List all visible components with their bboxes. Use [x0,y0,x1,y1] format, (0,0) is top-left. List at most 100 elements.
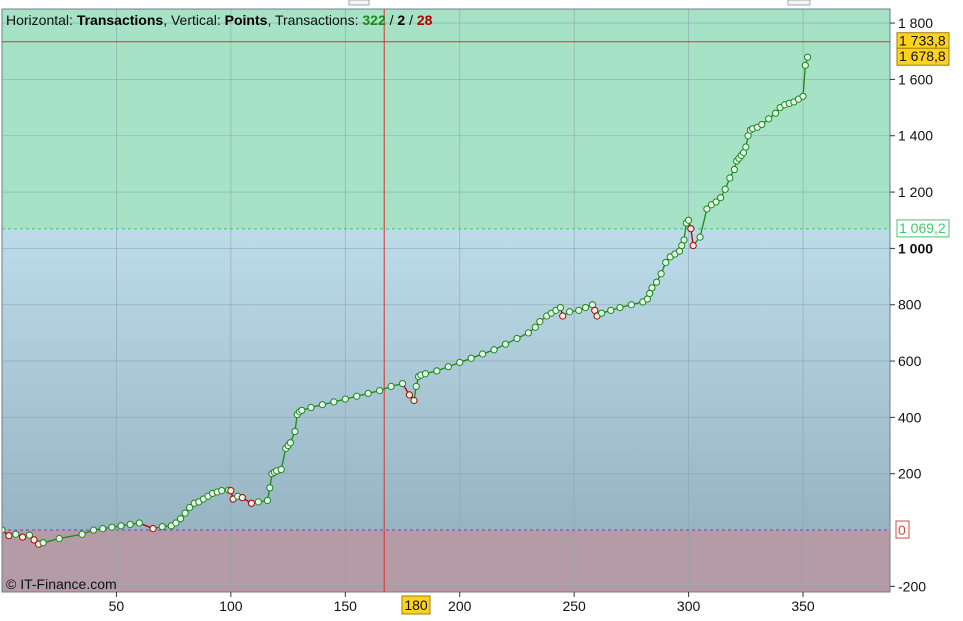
data-point [559,312,567,320]
data-point [172,519,180,527]
y-tick-label: 1 200 [898,184,933,200]
data-point [524,329,532,337]
data-point [662,258,670,267]
reference-lines [2,9,890,592]
header-horizontal-value: Transactions [77,12,164,28]
grid-lines [2,9,890,592]
data-point [55,534,63,543]
data-point [616,303,624,312]
data-point [2,526,6,534]
data-point [513,334,521,343]
data-point [479,350,487,358]
data-point [456,358,464,367]
header-count-total: 322 [362,12,386,28]
data-point [501,340,510,348]
data-point [712,198,720,206]
data-point [266,484,274,492]
zone-positive [2,228,890,531]
x-tick-label: 200 [448,598,472,614]
data-point [218,487,226,495]
x-tick-label: 300 [677,598,701,614]
data-point [5,532,13,540]
data-point [298,406,306,414]
x-tick-label: 250 [562,598,586,614]
top-scroll-handle-right[interactable] [787,0,811,6]
data-point [721,185,729,193]
data-point [12,530,20,538]
y-tick-label: 800 [898,297,922,313]
data-point [238,494,246,502]
data-point [108,523,116,531]
data-point [318,401,327,409]
data-point [801,61,809,69]
data-point [263,496,272,505]
top-scroll-handle-left[interactable] [348,0,370,6]
data-point [598,309,606,317]
data-point [247,499,256,507]
data-point [490,346,498,354]
header-vertical-value: Points [225,12,268,28]
axes: -200 200 400 600 800 1 000 1 200 1 400 1 600 1 80… [109,15,934,614]
data-point [726,174,734,182]
data-point [575,306,583,314]
average-value-marker: 1 069,2 [896,219,950,238]
data-point [99,525,107,533]
data-point [742,143,750,151]
y-tick-label: 200 [898,466,922,482]
data-point [531,323,539,331]
data-point [410,396,418,405]
data-point [467,354,475,362]
x-tick-label: 150 [334,598,358,614]
header-horizontal-label: Horizontal: [6,12,77,28]
data-point [627,301,635,309]
crosshair-x-marker: 180 [401,595,431,615]
data-point [307,403,315,412]
plot-frame [1,8,891,593]
data-point [657,270,665,278]
crosshair-x-marker-text: 180 [404,597,428,613]
data-point [186,503,194,512]
x-tick-label: 50 [109,598,125,614]
data-point [556,303,565,312]
data-point [433,367,441,375]
data-point [277,465,285,474]
data-point [181,509,189,517]
data-point [353,392,361,400]
header-vertical-label: , Vertical: [163,12,224,28]
last-value-marker-text: 1 678,8 [899,48,946,64]
header-count-mid: 2 [397,12,405,28]
header-transactions-label: , Transactions: [267,12,362,28]
zone-backgrounds [2,9,890,592]
data-point [703,205,711,213]
y-tick-label: 1 600 [898,71,933,87]
data-point [227,487,235,495]
series-segment [802,65,806,97]
value-markers: 1 733,81 678,8 1 069,2 0 180 [401,32,950,615]
y-tick-label: -200 [898,578,926,594]
data-point [684,216,693,224]
watermark: © IT-Finance.com [6,576,117,592]
x-tick-label: 100 [219,598,243,614]
data-point [398,379,407,388]
header-separator-2: / [405,12,417,28]
data-point [254,498,262,506]
y-tick-label: 400 [898,409,922,425]
data-point [39,539,47,547]
last-value-marker-box [896,47,950,66]
chart-header: Horizontal: Transactions, Vertical: Poin… [6,12,433,28]
zero-value-marker-box [895,520,910,539]
average-value-marker-text: 1 069,2 [899,220,946,236]
data-point [421,370,430,378]
data-point [412,382,420,391]
data-point [158,523,166,531]
data-point [405,391,413,399]
data-point [341,395,349,403]
data-point [652,278,661,286]
data-point [78,530,86,538]
data-point [804,53,812,61]
zone-negative [2,530,890,592]
last-value-marker: 1 678,8 [896,47,950,66]
data-point [330,398,338,406]
